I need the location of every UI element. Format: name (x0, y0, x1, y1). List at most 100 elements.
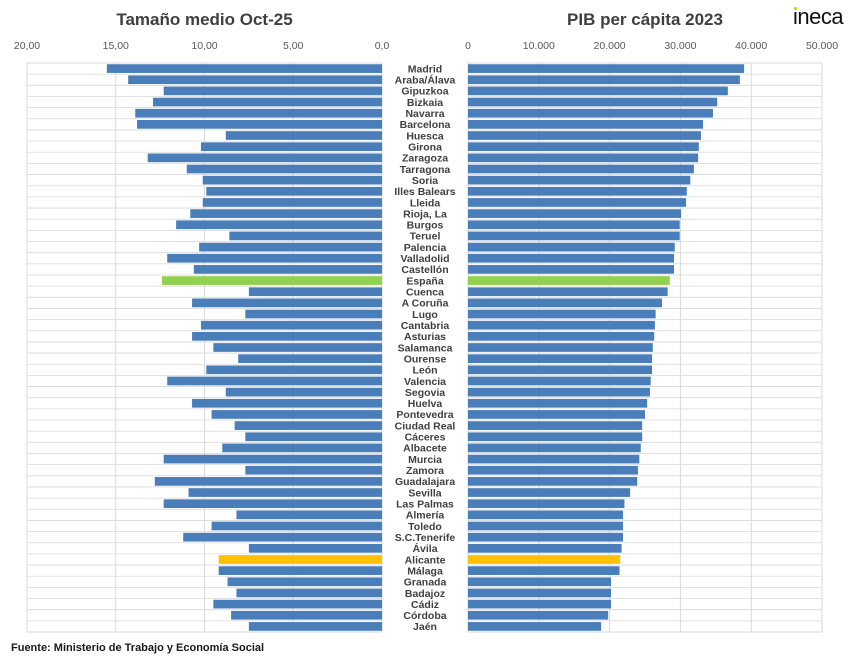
left-bar (218, 555, 382, 564)
category-label: Alicante (405, 554, 446, 566)
right-bar (468, 398, 648, 408)
left-bar (236, 510, 382, 520)
category-label: Zaragoza (402, 153, 448, 165)
category-label: Tarragona (400, 164, 451, 176)
left-bar (222, 443, 382, 453)
category-label: Ávila (412, 542, 437, 555)
left-bar (153, 97, 382, 107)
right-bar (468, 465, 638, 475)
left-bar (218, 566, 382, 575)
right-bar (468, 231, 680, 241)
category-label: Segovia (405, 387, 445, 399)
left-bar (200, 320, 382, 330)
category-label: Córdoba (403, 610, 446, 622)
right-bar (468, 164, 694, 174)
left-bar (202, 198, 382, 207)
category-label: Huelva (408, 398, 443, 410)
right-bar (468, 309, 656, 319)
category-label: Castellón (401, 264, 448, 276)
right-bar (468, 555, 621, 564)
category-label: Burgos (407, 220, 444, 232)
category-label: Murcia (408, 454, 442, 466)
left-bar (248, 622, 382, 631)
right-bar (468, 175, 691, 185)
category-label: Soria (412, 175, 438, 187)
right-bar (468, 265, 675, 274)
left-bar (238, 354, 382, 364)
left-bar (234, 421, 382, 430)
category-label: Granada (404, 577, 447, 589)
left-bar (106, 64, 382, 73)
left-tick-label: 0,0 (375, 40, 390, 52)
left-bar (167, 253, 382, 263)
category-label: Ourense (404, 353, 447, 365)
left-bar (154, 477, 382, 486)
left-bar (211, 521, 382, 531)
right-bar (468, 432, 643, 442)
left-bar (183, 532, 382, 542)
left-bar (236, 588, 382, 598)
category-label: Badajoz (405, 588, 445, 600)
ineca-logo: ineca (793, 4, 844, 30)
left-bar (231, 610, 382, 620)
left-bar (213, 599, 382, 609)
left-bar (199, 242, 382, 252)
category-label: Sevilla (408, 487, 441, 499)
left-bar (245, 432, 382, 442)
right-bar (468, 86, 728, 96)
category-label: Asturias (404, 331, 446, 343)
category-label: Girona (408, 141, 442, 153)
category-label: Huesca (406, 130, 444, 142)
right-bar (468, 242, 675, 252)
right-bar (468, 365, 653, 375)
left-tick-label: 10,00 (191, 40, 217, 52)
right-bar (468, 443, 641, 453)
category-label: Las Palmas (396, 498, 454, 510)
category-label: Gipuzkoa (401, 86, 448, 98)
right-bar (468, 331, 655, 341)
category-label: Ciudad Real (395, 420, 456, 432)
left-bar (176, 220, 382, 230)
right-bar (468, 220, 680, 230)
left-bar (186, 164, 382, 174)
right-tick-label: 0 (465, 40, 471, 52)
right-bar (468, 532, 624, 542)
right-bar (468, 543, 622, 553)
right-bar (468, 521, 624, 531)
right-tick-label: 40.000 (735, 40, 767, 52)
left-bar (225, 131, 382, 140)
right-bar (468, 320, 655, 330)
right-bar (468, 120, 704, 129)
right-bar (468, 566, 620, 575)
left-bar (188, 488, 382, 497)
right-bar (468, 209, 682, 218)
left-bar (202, 175, 382, 185)
left-bar (193, 265, 382, 274)
left-bar (245, 465, 382, 475)
right-bar (468, 588, 612, 598)
left-bar (163, 499, 382, 509)
category-label: Teruel (410, 231, 441, 243)
category-label: S.C.Tenerife (395, 532, 456, 544)
left-bar (161, 276, 382, 285)
right-tick-label: 20.000 (594, 40, 626, 52)
category-label: España (406, 275, 444, 287)
category-label: Cantabria (401, 320, 450, 332)
right-bar (468, 599, 612, 609)
left-bar (128, 75, 382, 85)
category-label: A Coruña (402, 298, 449, 310)
left-bar (192, 298, 382, 308)
left-bar (192, 398, 382, 408)
left-tick-label: 20,00 (14, 40, 40, 52)
right-bar (468, 343, 653, 352)
right-bar (468, 64, 745, 73)
category-label: Barcelona (400, 119, 451, 131)
right-bar (468, 276, 670, 285)
category-label: Madrid (408, 63, 442, 75)
left-bar (206, 365, 382, 375)
right-bar (468, 354, 653, 364)
category-label: Palencia (404, 242, 447, 254)
left-bar (192, 331, 382, 341)
category-label: León (412, 365, 437, 377)
right-bar (468, 376, 651, 386)
